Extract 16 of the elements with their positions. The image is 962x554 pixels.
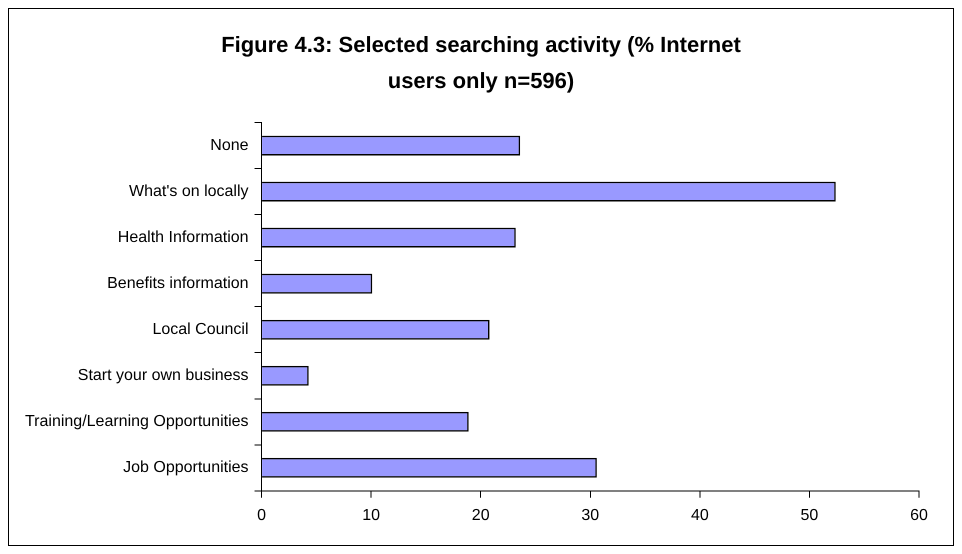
y-tick-label: Health Information [118, 229, 249, 246]
x-tick-label: 40 [690, 506, 709, 524]
y-tick-label: Training/Learning Opportunities [24, 413, 249, 430]
y-tick-label: None [210, 137, 249, 154]
y-tick-label: Local Council [152, 321, 249, 338]
x-tick-label: 20 [472, 506, 490, 524]
y-tick-label: Start your own business [78, 367, 249, 384]
y-tick-label: Benefits information [107, 275, 249, 292]
x-tick-label: 10 [362, 506, 380, 524]
x-tick-label: 60 [910, 506, 928, 524]
x-tick-label: 30 [581, 506, 600, 524]
y-tick-label: Job Opportunities [123, 459, 249, 476]
x-tick-label: 0 [257, 506, 266, 524]
chart-title: Figure 4.3: Selected searching activity (% Internet users only n=596) [220, 31, 742, 95]
x-tick-label: 50 [800, 506, 818, 524]
y-tick-label: What's on locally [128, 183, 249, 200]
